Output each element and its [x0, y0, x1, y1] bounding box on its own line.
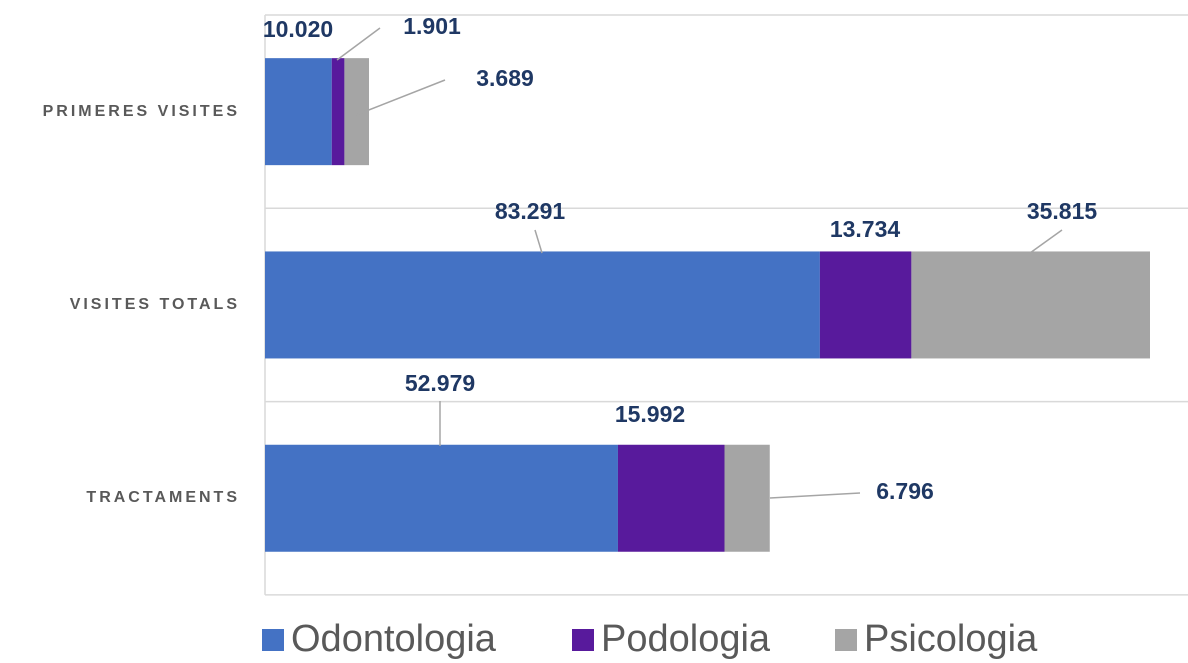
value-label: 35.815 [1027, 198, 1098, 224]
bar-segment [724, 444, 770, 552]
bar-segment [265, 251, 820, 359]
bar-segment [331, 58, 345, 166]
legend-swatch [262, 629, 284, 651]
legend-label: Odontologia [291, 618, 497, 660]
value-label: 52.979 [405, 370, 475, 396]
category-label: VISITES TOTALS [69, 295, 240, 313]
leader-line [355, 79, 446, 116]
category-label: TRACTAMENTS [86, 489, 240, 507]
legend-label: Psicologia [864, 618, 1038, 660]
value-label: 15.992 [615, 401, 685, 427]
leader-line [534, 229, 543, 254]
leader-line [769, 492, 861, 499]
bar-segment [617, 444, 725, 552]
value-label: 83.291 [495, 198, 566, 224]
value-label: 3.689 [476, 65, 534, 91]
legend-swatch [835, 629, 857, 651]
bar-segment [819, 251, 912, 359]
bar-segment [265, 58, 332, 166]
value-label: 6.796 [876, 478, 934, 504]
category-label: PRIMERES VISITES [42, 102, 240, 120]
leader-line [1029, 229, 1063, 254]
bar-segment [911, 251, 1150, 359]
value-label: 1.901 [403, 13, 461, 39]
leader-line [336, 27, 381, 61]
value-label: 13.734 [830, 216, 901, 242]
value-label: 10.020 [263, 16, 333, 42]
bar-segment [265, 444, 618, 552]
legend-swatch [572, 629, 594, 651]
legend-label: Podologia [601, 618, 771, 660]
